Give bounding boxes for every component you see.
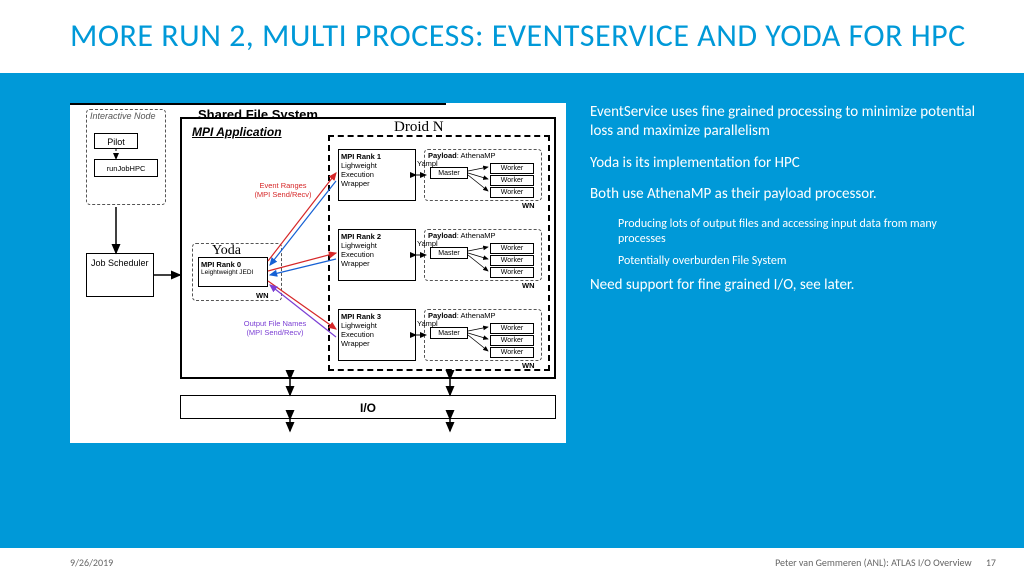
event-ranges-label: Event Ranges (MPI Send/Recv) xyxy=(248,181,318,199)
sub-bullet-2: Potentially overburden File System xyxy=(590,254,984,270)
io-box: I/O xyxy=(180,395,556,419)
rank0-l1: MPI Rank 0 xyxy=(201,260,265,269)
bullet-2: Yoda is its implementation for HPC xyxy=(590,154,984,174)
output-files-label: Output File Names (MPI Send/Recv) xyxy=(232,319,318,337)
bullet-4: Need support for fine grained I/O, see l… xyxy=(590,276,984,296)
slide-body: Interactive Node Pilot runJobHPC Job Sch… xyxy=(0,73,1024,576)
slide: MORE RUN 2, MULTI PROCESS: EVENTSERVICE … xyxy=(0,0,1024,576)
footer-right: Peter van Gemmeren (ANL): ATLAS I/O Over… xyxy=(775,556,996,569)
title-band: MORE RUN 2, MULTI PROCESS: EVENTSERVICE … xyxy=(0,0,1024,73)
job-scheduler-label: Job Scheduler xyxy=(91,258,149,268)
rank0-box: MPI Rank 0 Leightweight JEDI xyxy=(198,257,268,287)
runjob-box: runJobHPC xyxy=(94,159,158,177)
interactive-node-label: Interactive Node xyxy=(90,111,156,121)
footer-author: Peter van Gemmeren (ANL): ATLAS I/O Over… xyxy=(775,556,972,569)
bullet-list: EventService uses fine grained processin… xyxy=(590,103,984,566)
footer: 9/26/2019 Peter van Gemmeren (ANL): ATLA… xyxy=(0,548,1024,576)
bullet-1: EventService uses fine grained processin… xyxy=(590,103,984,142)
rank2-box: MPI Rank 2 Lighweight Execution Wrapper xyxy=(338,229,416,281)
mpi-app-label: MPI Application xyxy=(192,125,282,139)
diagram: Interactive Node Pilot runJobHPC Job Sch… xyxy=(70,103,566,443)
rank3-box: MPI Rank 3 Lighweight Execution Wrapper xyxy=(338,309,416,361)
wn-label-yoda: WN xyxy=(256,291,269,300)
pilot-box: Pilot xyxy=(94,133,138,149)
job-scheduler-box: Job Scheduler xyxy=(86,253,154,297)
sub-bullet-1: Producing lots of output files and acces… xyxy=(590,217,984,248)
interactive-node-box xyxy=(86,109,166,205)
droid-label: Droid N xyxy=(394,119,444,136)
master-1: Master xyxy=(430,167,468,179)
slide-title: MORE RUN 2, MULTI PROCESS: EVENTSERVICE … xyxy=(70,18,980,55)
bullet-3: Both use AthenaMP as their payload proce… xyxy=(590,185,984,205)
rank1-box: MPI Rank 1 Lighweight Execution Wrapper xyxy=(338,149,416,201)
footer-page: 17 xyxy=(986,556,996,569)
rank0-l2: Leightweight JEDI xyxy=(201,269,265,276)
footer-date: 9/26/2019 xyxy=(70,556,113,569)
